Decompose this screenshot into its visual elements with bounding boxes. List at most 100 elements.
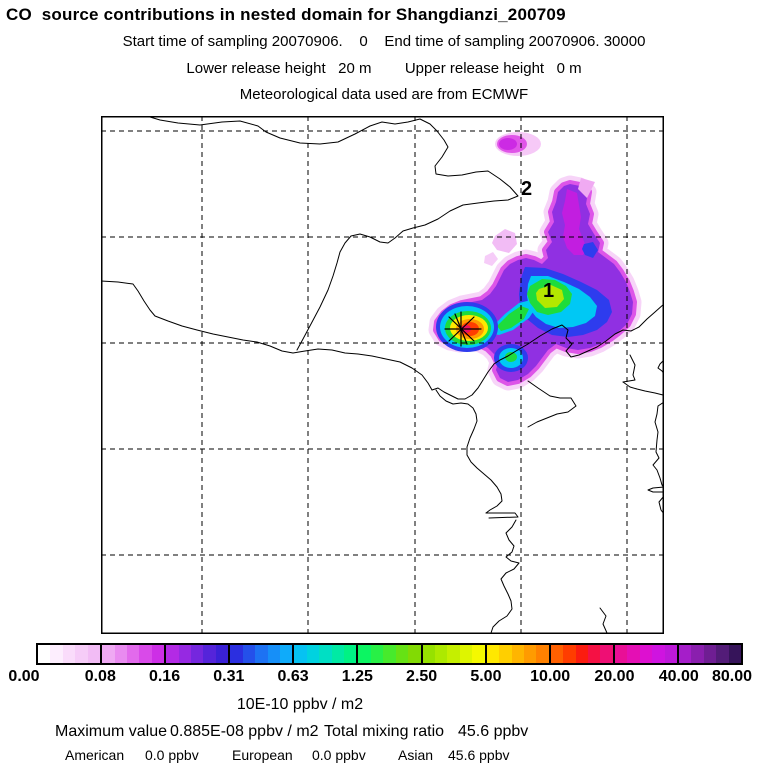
total-mixing-ratio-value: 45.6 ppbv <box>458 723 529 740</box>
colorbar-segment <box>548 645 613 663</box>
colorbar-tick-label: 2.50 <box>406 668 438 685</box>
colorbar-cell <box>102 645 115 663</box>
colorbar-cell <box>728 645 742 663</box>
region-asian-value: 45.6 ppbv <box>448 747 510 763</box>
colorbar-cell <box>38 645 51 663</box>
colorbar-cell <box>191 645 204 663</box>
colorbar-tick-label: 80.00 <box>711 668 753 685</box>
colorbar-cell <box>550 645 564 663</box>
colorbar-tick-label: 5.00 <box>470 668 502 685</box>
colorbar-cell <box>472 645 485 663</box>
coastline-bohai-north <box>431 303 665 400</box>
colorbar-cell <box>664 645 677 663</box>
colorbar-cell <box>294 645 307 663</box>
coastlines <box>100 116 665 634</box>
colorbar-segment <box>420 645 485 663</box>
colorbar-tick-label: 0.00 <box>8 668 40 685</box>
colorbar-tick-label: 0.08 <box>84 668 116 685</box>
colorbar-cell <box>87 645 101 663</box>
colorbar-cell <box>383 645 396 663</box>
colorbar-cell <box>716 645 729 663</box>
colorbar-cell <box>691 645 704 663</box>
map-border <box>101 116 664 634</box>
colorbar-cell <box>242 645 256 663</box>
colorbar-tick-label: 0.31 <box>213 668 245 685</box>
colorbar-cell <box>447 645 460 663</box>
colorbar-tick-label: 0.63 <box>277 668 309 685</box>
colorbar-segment <box>164 645 229 663</box>
colorbar-cell <box>178 645 192 663</box>
colorbar-cell <box>166 645 179 663</box>
colorbar-cell <box>75 645 88 663</box>
colorbar-tick-label: 20.00 <box>594 668 635 685</box>
colorbar-cell <box>486 645 500 663</box>
colorbar-cell <box>434 645 448 663</box>
plume-pale-patch <box>492 229 517 253</box>
colorbar-cell <box>358 645 371 663</box>
coastline-liaodong <box>527 380 577 428</box>
coastline-bohai-south <box>490 519 520 634</box>
max-value-label: Maximum value <box>55 723 168 740</box>
colorbar-ticks: 0.00 0.08 0.16 0.31 0.63 1.25 2.50 5.00 10.00 20.… <box>0 668 768 686</box>
sampling-time-line: Start time of sampling 20070906. 0 End t… <box>122 33 646 50</box>
colorbar-cell <box>306 645 320 663</box>
colorbar-cell <box>536 645 549 663</box>
colorbar-segment <box>356 645 421 663</box>
plume-pale-patch <box>484 252 498 266</box>
map-figure: 1 2 <box>100 116 665 634</box>
colorbar-cell <box>319 645 332 663</box>
colorbar-cell <box>600 645 613 663</box>
colorbar-cell <box>511 645 524 663</box>
colorbar-segment <box>612 645 677 663</box>
colorbar <box>36 643 743 665</box>
colorbar-cell <box>395 645 409 663</box>
colorbar-tick-label: 1.25 <box>341 668 373 685</box>
colorbar-cell <box>563 645 576 663</box>
coastline-inland-border <box>100 280 433 391</box>
map-canvas: 1 2 <box>100 116 665 634</box>
release-height-line: Lower release height 20 m Upper release … <box>186 60 582 77</box>
colorbar-cell <box>459 645 473 663</box>
coastline-bohai-west <box>435 389 503 514</box>
colorbar-tick-label: 10.00 <box>530 668 571 685</box>
colorbar-cell <box>215 645 229 663</box>
total-mixing-ratio-label: Total mixing ratio <box>324 723 445 740</box>
colorbar-cell <box>139 645 152 663</box>
plume-arm-blue-spot <box>582 242 598 258</box>
region-american-label: American <box>65 747 125 763</box>
page-title: CO source contributions in nested domain… <box>6 5 566 24</box>
colorbar-segment <box>228 645 293 663</box>
region-european-label: European <box>232 747 293 763</box>
map-label-1: 1 <box>543 280 554 302</box>
colorbar-cell <box>678 645 692 663</box>
colorbar-cell <box>203 645 216 663</box>
coastline-korea-west <box>652 401 665 489</box>
colorbar-cell <box>422 645 435 663</box>
colorbar-segment <box>38 645 101 663</box>
region-european-value: 0.0 ppbv <box>312 747 366 763</box>
colorbar-cell <box>523 645 537 663</box>
colorbar-cell <box>126 645 140 663</box>
coastline-east-river <box>622 354 636 383</box>
colorbar-cell <box>588 645 601 663</box>
plume-waist-green <box>497 306 529 331</box>
colorbar-cell <box>408 645 421 663</box>
colorbar-cell <box>267 645 280 663</box>
colorbar-cell <box>499 645 512 663</box>
met-data-line: Meteorological data used are from ECMWF <box>239 86 529 103</box>
coastline-north-border <box>149 116 519 351</box>
colorbar-segment <box>676 645 742 663</box>
plume-detached-core <box>499 138 517 150</box>
receptor-star-marker <box>444 311 482 347</box>
colorbar-cell <box>151 645 165 663</box>
plume-blob-yellowgreen <box>536 285 564 308</box>
colorbar-cell <box>652 645 665 663</box>
colorbar-tick-label: 0.16 <box>148 668 181 685</box>
colorbar-segment <box>292 645 357 663</box>
max-value-number: 0.885E-08 ppbv / m2 <box>170 723 319 740</box>
colorbar-cell <box>62 645 76 663</box>
colorbar-segment <box>484 645 549 663</box>
map-label-2: 2 <box>521 178 532 200</box>
colorbar-segment <box>100 645 165 663</box>
colorbar-cell <box>331 645 345 663</box>
